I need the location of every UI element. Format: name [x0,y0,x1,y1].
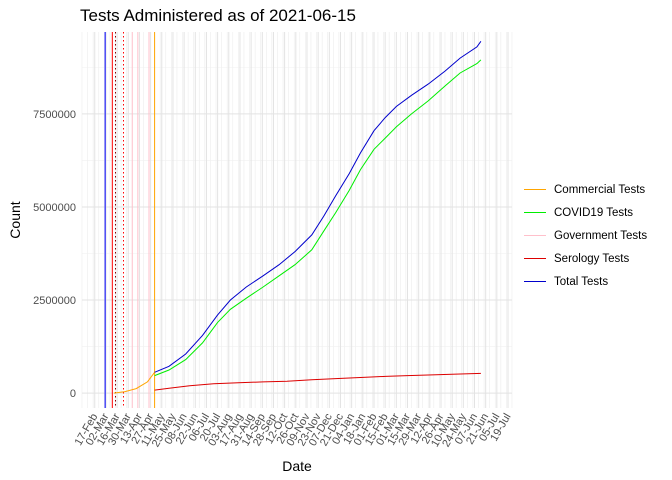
y-axis-ticks: 0 2500000 5000000 7500000 [33,109,76,400]
y-tick-label: 7500000 [33,109,76,121]
series-lines [113,41,482,394]
series-line-covid19-tests [154,59,482,377]
legend-item: Total Tests [524,270,647,293]
legend-label: Serology Tests [554,252,630,265]
x-axis-ticks: 17-Feb02-Mar16-Mar30-Mar13-Apr27-Apr11-M… [73,411,514,449]
series-line-total-tests [154,41,482,373]
chart-title: Tests Administered as of 2021-06-15 [80,6,356,25]
legend-item: Government Tests [524,224,647,247]
legend-label: Commercial Tests [554,183,646,196]
legend-key [524,281,546,282]
legend: Commercial Tests COVID19 Tests Government … [524,178,647,293]
series-line-serology-tests [154,372,481,391]
legend-key [524,258,546,259]
y-tick-label: 2500000 [33,295,76,307]
reference-lines [104,32,156,408]
legend-label: Government Tests [554,229,648,242]
y-tick-label: 5000000 [33,202,76,214]
x-axis-title: Date [282,458,312,474]
legend-item: Serology Tests [524,247,647,270]
legend-key [524,212,546,213]
y-axis-title: Count [7,201,23,238]
minor-gridlines [81,32,513,408]
legend-label: Total Tests [554,275,609,288]
legend-label: COVID19 Tests [554,206,634,219]
legend-item: COVID19 Tests [524,201,647,224]
legend-key [524,189,546,190]
legend-key [524,235,546,236]
y-tick-label: 0 [70,388,76,400]
legend-item: Commercial Tests [524,178,647,201]
series-line-commercial-tests [113,371,156,394]
major-gridlines [82,32,512,408]
